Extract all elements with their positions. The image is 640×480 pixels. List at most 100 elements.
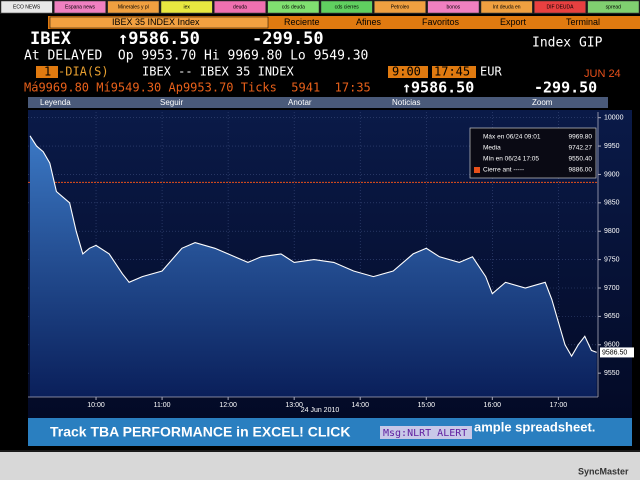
toolbar-button-label[interactable]: Espana news: [65, 4, 96, 10]
last-price-tag: [600, 347, 634, 358]
toolbar-button[interactable]: [214, 0, 266, 14]
chart-tool[interactable]: Anotar: [288, 98, 312, 107]
security-field[interactable]: [49, 16, 269, 29]
legend: [469, 127, 597, 179]
period-box[interactable]: [36, 66, 58, 78]
monitor-frame: [0, 452, 640, 480]
menu-item[interactable]: Export: [500, 17, 527, 27]
toolbar-button-label[interactable]: Petroleo: [391, 4, 410, 10]
toolbar-button[interactable]: [480, 0, 533, 14]
y-tick-label: 9800: [604, 228, 620, 235]
currency: EUR: [480, 65, 502, 79]
x-tick-label: 14:00: [351, 402, 369, 409]
toolbar-button-label[interactable]: ECO NEWS: [13, 4, 41, 10]
legend-value: 9969.80: [569, 134, 593, 141]
banner-text[interactable]: Track TBA PERFORMANCE in EXCEL! CLICK: [50, 424, 351, 440]
toolbar-button-label[interactable]: spread: [606, 4, 622, 10]
toolbar-button-label[interactable]: iex: [183, 4, 190, 10]
session-start[interactable]: 9:00: [392, 65, 421, 79]
toolbar-button[interactable]: [534, 0, 586, 14]
menu-item[interactable]: Terminal: [566, 17, 600, 27]
toolbar-button[interactable]: [427, 0, 480, 14]
x-tick-label: 11:00: [154, 402, 171, 409]
x-tick-label: 17:00: [550, 402, 568, 409]
y-tick-label: 9650: [604, 313, 620, 320]
toolbar-button-label[interactable]: DIF DEUDA: [547, 4, 575, 10]
chart-tool[interactable]: Leyenda: [40, 98, 71, 107]
alert[interactable]: Msg:NLRT ALERT: [383, 428, 467, 439]
chart-tool[interactable]: Zoom: [532, 98, 553, 107]
y-tick-label: 10000: [604, 115, 624, 122]
toolbar-button[interactable]: [320, 0, 373, 14]
last-change: -299.50: [534, 79, 597, 97]
banner[interactable]: [28, 418, 632, 446]
banner-tail[interactable]: ample spreadsheet.: [474, 419, 595, 434]
x-axis-label: 24 Jun 2010: [301, 407, 340, 414]
period-num[interactable]: 1: [44, 65, 51, 79]
period: -DIA(S): [58, 65, 109, 79]
toolbar-buttons: ECO NEWS Espana news Minerales y pl iex deud…: [0, 0, 640, 14]
x-tick-label: 15:00: [418, 402, 436, 409]
last-price: ↑9586.50: [402, 79, 474, 97]
price: ↑9586.50: [118, 29, 200, 49]
legend-value: 9742.27: [569, 145, 593, 152]
toolbar-button[interactable]: [160, 0, 213, 14]
chart-tools: Leyenda Seguir Anotar Noticias Zoom: [40, 98, 553, 107]
end-box[interactable]: [432, 66, 476, 78]
y-tick-label: 9900: [604, 171, 620, 178]
toolbar-button-label[interactable]: deuda: [233, 4, 247, 10]
toolbar-button-label[interactable]: bonos: [447, 4, 461, 10]
menu-item[interactable]: Favoritos: [422, 17, 460, 27]
x-tick-label: 13:00: [285, 402, 303, 409]
legend-value: 9550.40: [569, 156, 593, 163]
toolbar-button-label[interactable]: Int deuda en: [493, 4, 521, 10]
date: JUN 24: [584, 68, 621, 80]
price-line: [29, 135, 597, 358]
toolbar-button-label[interactable]: cds cierres: [335, 4, 360, 10]
stats-line: Má9969.80 Mí9549.30 Ap9953.70 Ticks 5941…: [24, 81, 371, 95]
x-tick-label: 10:00: [87, 402, 105, 409]
y-tick-label: 9950: [604, 143, 620, 150]
toolbar-button[interactable]: [0, 0, 53, 14]
y-tick-label: 9550: [604, 370, 620, 377]
legend-label: Mín en 06/24 17:05: [483, 156, 539, 163]
toolbar-button[interactable]: [54, 0, 106, 14]
quote-line: At DELAYED Op 9953.70 Hi 9969.80 Lo 9549…: [24, 49, 368, 64]
start-box[interactable]: [388, 66, 428, 78]
toolbar-button[interactable]: [267, 0, 320, 14]
menu: Reciente Afines Favoritos Export Terminal: [284, 17, 600, 27]
chart-toolbar: [28, 97, 608, 108]
y-tick-label: 9600: [604, 342, 620, 349]
last-price-label: 9586.50: [602, 349, 627, 356]
function: Index GIP: [532, 36, 603, 51]
toolbar-button-label[interactable]: cds deuda: [282, 4, 305, 10]
toolbar-button[interactable]: [374, 0, 426, 14]
x-tick-label: 16:00: [484, 402, 502, 409]
toolbar-button-label[interactable]: Minerales y pl: [118, 4, 149, 10]
area: [29, 135, 597, 398]
chart-tool[interactable]: Noticias: [392, 98, 420, 107]
legend-entries: Máx en 06/24 09:01 9969.80 Media 9742.27 Mín…: [474, 134, 592, 174]
security-name: IBEX -- IBEX 35 INDEX: [142, 65, 294, 79]
x-tick-label: 12:00: [219, 402, 237, 409]
toolbar-button[interactable]: [107, 0, 160, 14]
chart-tool[interactable]: Seguir: [160, 98, 183, 107]
alert-box[interactable]: [380, 426, 472, 439]
session-end[interactable]: 17:45: [434, 65, 470, 79]
legend-swatch: [474, 167, 480, 173]
menu-item[interactable]: Reciente: [284, 17, 320, 27]
menu-item[interactable]: Afines: [356, 17, 382, 27]
security[interactable]: IBEX 35 INDEX Index: [112, 17, 200, 27]
legend-value: 9886.00: [569, 167, 593, 174]
y-tick-label: 9750: [604, 256, 620, 263]
toolbar-button[interactable]: [587, 0, 640, 14]
legend-label: Media: [483, 145, 501, 152]
y-tick-label: 9850: [604, 200, 620, 207]
legend-label: Máx en 06/24 09:01: [483, 134, 541, 141]
ticker: IBEX: [30, 29, 72, 49]
y-tick-label: 9700: [604, 285, 620, 292]
legend-label: Cierre ant -----: [483, 167, 524, 174]
change: -299.50: [252, 29, 324, 49]
monitor-brand: SyncMaster: [578, 466, 629, 476]
